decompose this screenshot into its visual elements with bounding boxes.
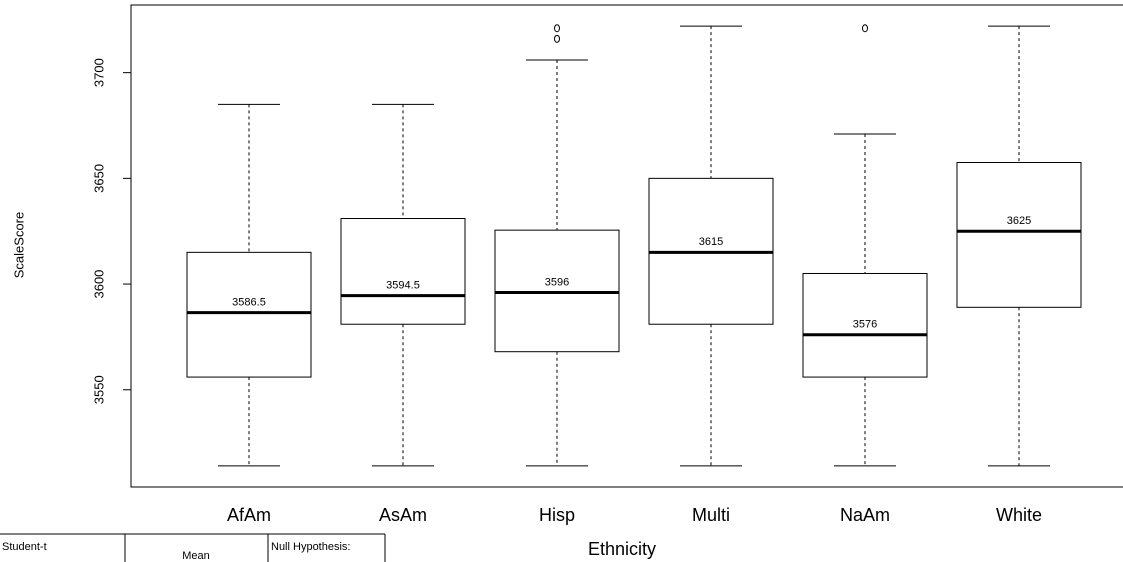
table [0, 533, 386, 562]
median-label: 3615 [699, 236, 723, 248]
outlier [862, 24, 868, 33]
box [186, 251, 312, 378]
median-label: 3625 [1007, 215, 1031, 227]
y-tick-label: 3650 [91, 164, 106, 193]
y-tick-label: 3550 [91, 375, 106, 404]
y-axis-label: ScaleScore [11, 212, 26, 278]
box [956, 161, 1082, 308]
plot-frame [130, 4, 1123, 488]
median-label: 3596 [545, 276, 569, 288]
box [802, 272, 928, 378]
x-tick-label: Hisp [539, 505, 575, 525]
outlier [554, 24, 560, 33]
table-cell: Student-t [2, 541, 47, 553]
box [494, 229, 620, 353]
median-label: 3586.5 [232, 296, 266, 308]
table-cell: Mean [182, 550, 210, 562]
x-tick-label: AfAm [227, 505, 271, 525]
x-axis-label: Ethnicity [588, 539, 656, 559]
box [340, 218, 466, 325]
table-cell: Null Hypothesis: [271, 541, 350, 553]
x-tick-label: White [996, 505, 1042, 525]
median-label: 3576 [853, 319, 877, 331]
median-label: 3594.5 [386, 280, 420, 292]
x-tick-label: Multi [692, 505, 730, 525]
x-tick-label: NaAm [840, 505, 890, 525]
outlier [554, 34, 560, 43]
y-tick-label: 3700 [91, 58, 106, 87]
x-tick-label: AsAm [379, 505, 427, 525]
y-tick-label: 3600 [91, 270, 106, 299]
